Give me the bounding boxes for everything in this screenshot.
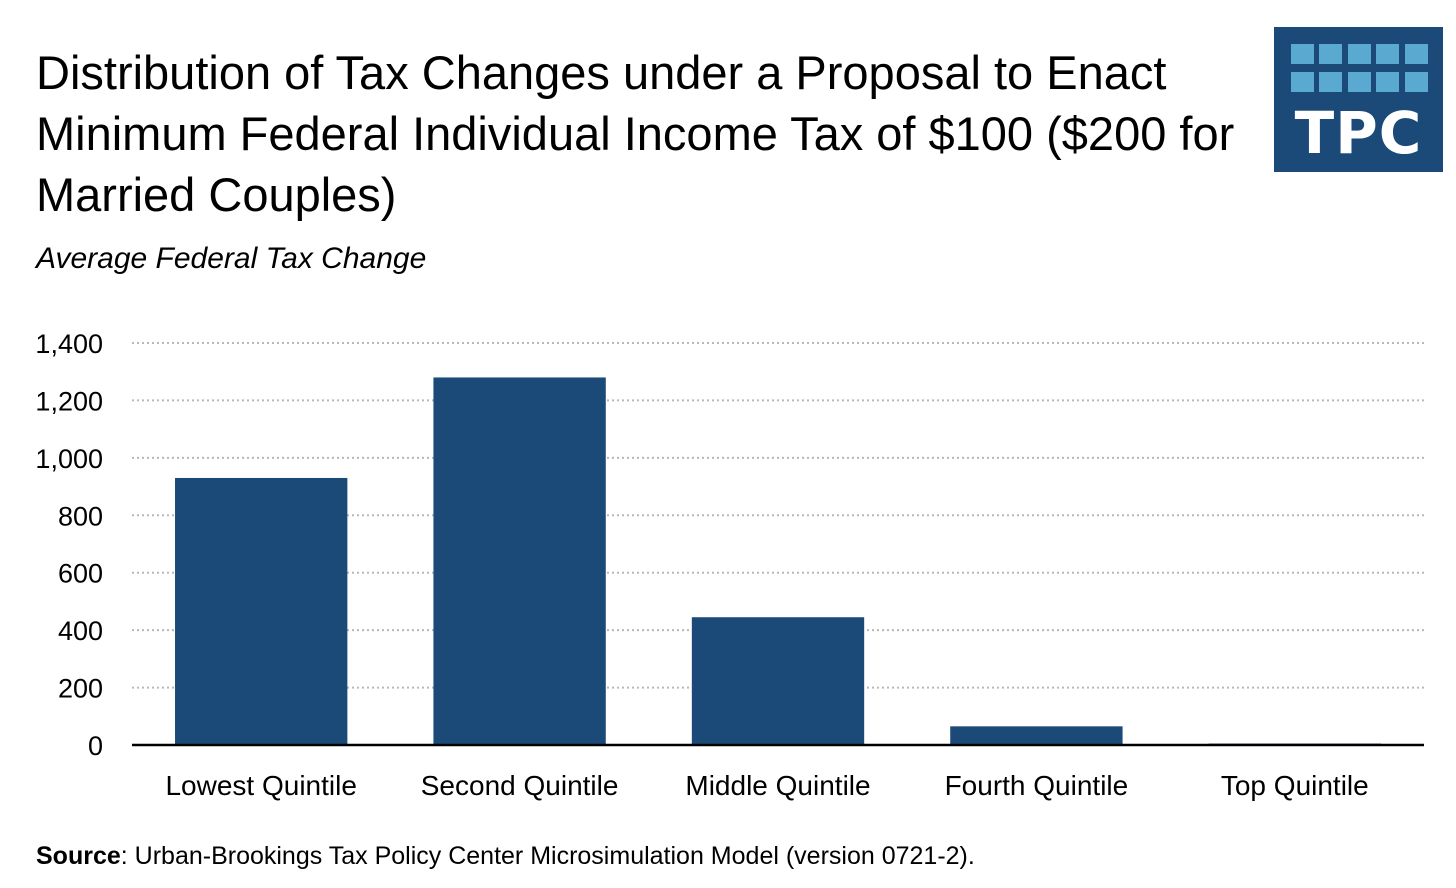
x-axis-categories: Lowest Quintile Second Quintile Middle Qui… — [165, 770, 1368, 801]
logo-text: TPC — [1294, 99, 1423, 167]
tpc-logo: TPC — [1274, 27, 1443, 172]
bar — [950, 726, 1123, 745]
x-category-label: Second Quintile — [421, 770, 619, 801]
source-text: : Urban-Brookings Tax Policy Center Micr… — [120, 842, 975, 870]
y-tick-label: 800 — [58, 501, 103, 531]
y-tick-label: 1,400 — [35, 329, 103, 359]
x-category-label: Middle Quintile — [685, 770, 870, 801]
bar — [433, 377, 606, 745]
x-category-label: Fourth Quintile — [945, 770, 1129, 801]
x-category-label: Lowest Quintile — [165, 770, 356, 801]
bar — [691, 617, 865, 745]
y-tick-label: 1,200 — [35, 386, 103, 416]
y-tick-label: 600 — [58, 559, 103, 589]
chart-subtitle: Average Federal Tax Change — [36, 242, 427, 275]
y-tick-label: 1,000 — [35, 444, 103, 474]
logo-grid-icon — [1291, 44, 1428, 100]
bar — [175, 477, 348, 745]
bars — [175, 377, 1381, 745]
chart-title: Distribution of Tax Changes under a Prop… — [36, 46, 1235, 221]
y-axis-ticks: 0 200 400 600 800 1,000 1,200 1,400 — [35, 329, 103, 761]
y-tick-label: 0 — [88, 731, 103, 761]
y-tick-label: 200 — [58, 674, 103, 704]
source-note: Source: Urban-Brookings Tax Policy Cente… — [36, 842, 975, 871]
x-category-label: Top Quintile — [1221, 770, 1369, 801]
y-tick-label: 400 — [58, 616, 103, 646]
source-label: Source — [36, 842, 121, 870]
